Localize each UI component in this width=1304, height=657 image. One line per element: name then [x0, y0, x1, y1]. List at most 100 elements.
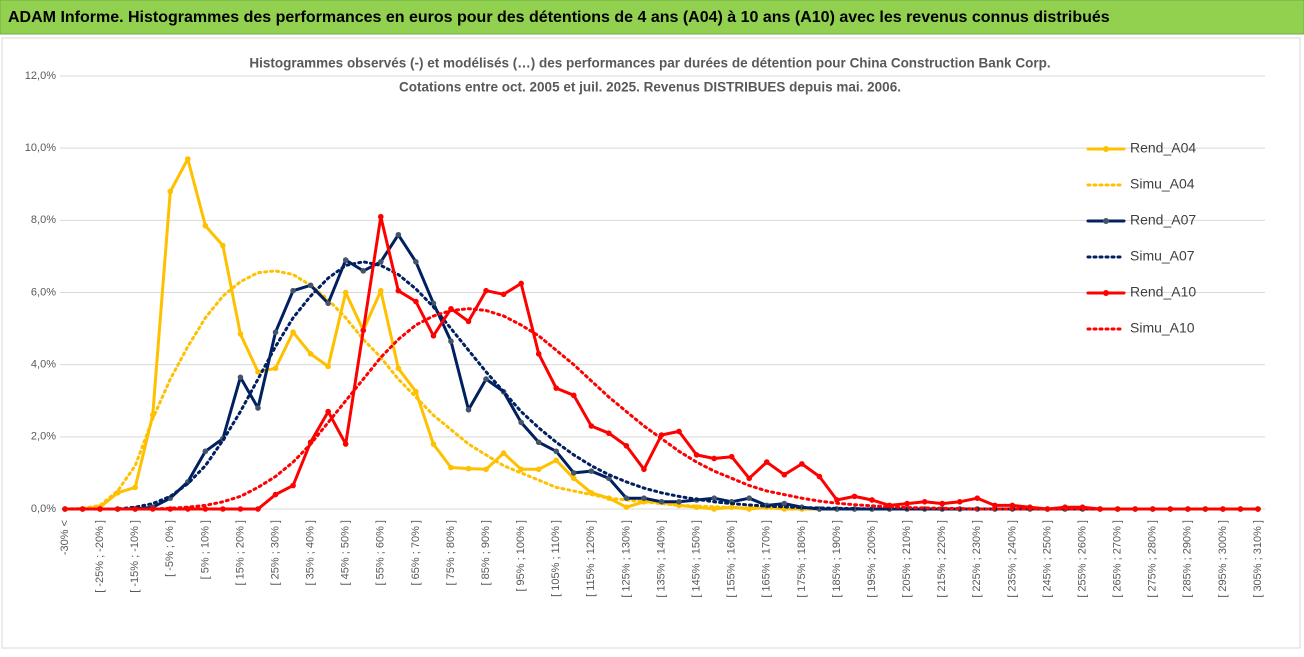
data-point [570, 470, 577, 476]
data-point [237, 374, 244, 381]
data-point [272, 491, 279, 498]
x-tick-label: [ -25% ; -20% ] [94, 520, 106, 593]
series-line [63, 260, 1260, 511]
x-tick-label: [ 285% ; 290% ] [1182, 520, 1194, 598]
data-point [202, 506, 209, 512]
data-point [325, 363, 331, 370]
data-point [377, 287, 384, 294]
data-point [535, 351, 542, 357]
data-point [623, 443, 630, 449]
data-point [956, 498, 963, 505]
data-point [623, 495, 630, 501]
data-point [325, 300, 331, 307]
x-tick-label: [ 155% ; 160% ] [726, 520, 738, 598]
data-point [728, 453, 735, 460]
x-tick-label: [ 15% ; 20% ] [234, 520, 246, 585]
data-point [202, 448, 209, 455]
data-point [342, 257, 349, 263]
legend-marker [1103, 290, 1109, 296]
data-point [1009, 502, 1016, 509]
header-bar [0, 0, 1304, 35]
x-tick-label: [ 185% ; 190% ] [831, 520, 843, 598]
y-tick-label: 10,0% [25, 142, 56, 154]
data-point [992, 502, 998, 509]
data-point [535, 439, 542, 446]
data-point [869, 497, 875, 503]
x-tick-label: [ 175% ; 180% ] [796, 520, 808, 598]
y-tick-label: 4,0% [31, 359, 56, 371]
data-point [799, 461, 805, 467]
data-point [465, 465, 472, 472]
data-point [413, 259, 419, 265]
x-tick-label: [ 195% ; 200% ] [866, 520, 878, 598]
x-tick-label: [ 75% ; 80% ] [445, 520, 457, 585]
x-tick-label: [ 205% ; 210% ] [901, 520, 913, 598]
header-title: ADAM Informe. Histogrammes des performan… [8, 9, 1110, 26]
data-point [658, 498, 665, 505]
data-point [676, 498, 682, 505]
data-point [377, 259, 384, 265]
data-point [448, 464, 454, 471]
data-point [132, 484, 138, 491]
data-point [483, 376, 489, 382]
data-point [360, 268, 367, 274]
data-point [377, 213, 384, 220]
data-point [342, 441, 349, 447]
legend-label: Rend_A10 [1130, 284, 1196, 300]
data-point [781, 500, 788, 507]
data-point [553, 457, 560, 464]
chart-title: Histogrammes observés (-) et modélisés (… [249, 56, 1050, 71]
x-tick-label: [ 135% ; 140% ] [655, 520, 667, 598]
data-point [834, 497, 840, 503]
x-tick-label: [ 145% ; 150% ] [690, 520, 702, 598]
data-point [535, 466, 542, 473]
chart-subtitle: Cotations entre oct. 2005 et juil. 2025.… [399, 80, 901, 95]
data-point [307, 282, 314, 289]
data-point [465, 406, 472, 413]
data-point [290, 482, 296, 489]
x-tick-label: [ 105% ; 110% ] [550, 520, 562, 597]
data-point [588, 468, 595, 474]
data-point [588, 423, 595, 429]
legend-label: Simu_A10 [1130, 320, 1195, 336]
data-point [974, 495, 981, 501]
data-point [518, 466, 524, 473]
data-point [272, 329, 279, 335]
data-point [290, 329, 296, 335]
data-point [272, 365, 279, 372]
data-point [606, 475, 612, 482]
data-point [904, 500, 910, 507]
legend-label: Simu_A07 [1130, 248, 1195, 264]
data-point [483, 466, 489, 473]
x-tick-label: -30% < [59, 520, 71, 555]
x-tick-label: [ 255% ; 260% ] [1076, 520, 1088, 598]
data-point [202, 222, 209, 229]
data-point [430, 333, 437, 339]
data-point [413, 298, 419, 305]
x-tick-label: [ 305% ; 310% ] [1252, 520, 1264, 598]
data-point [570, 392, 577, 399]
data-point [413, 388, 419, 395]
x-tick-label: [ -5% ; 0% ] [164, 520, 176, 577]
x-tick-label: [ 165% ; 170% ] [761, 520, 773, 598]
legend-label: Simu_A04 [1130, 176, 1195, 192]
x-tick-label: [ 65% ; 70% ] [410, 520, 422, 585]
data-point [465, 318, 472, 325]
x-tick-label: [ 125% ; 130% ] [620, 520, 632, 598]
data-point [851, 493, 858, 500]
y-tick-label: 12,0% [25, 70, 56, 82]
data-point [483, 287, 489, 294]
data-point [430, 441, 437, 447]
data-point [518, 419, 524, 426]
data-point [606, 430, 612, 437]
x-tick-label: [ 35% ; 40% ] [305, 520, 317, 585]
data-point [553, 385, 560, 391]
data-point [307, 351, 314, 357]
data-point [939, 500, 946, 507]
data-point [255, 506, 261, 512]
legend-marker [1103, 146, 1109, 152]
legend-marker [1103, 218, 1109, 224]
x-tick-label: [ 215% ; 220% ] [936, 520, 948, 598]
data-point [816, 473, 823, 480]
